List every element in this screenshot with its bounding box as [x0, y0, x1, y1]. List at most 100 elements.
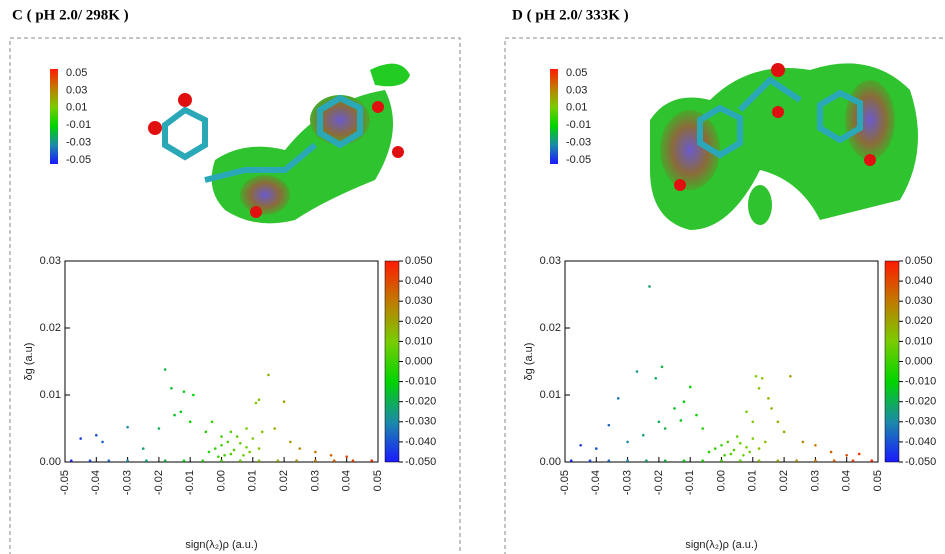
data-point — [254, 401, 258, 405]
legend-tick-label: 0.03 — [566, 84, 587, 96]
data-point — [173, 413, 176, 417]
data-point — [295, 459, 298, 462]
data-point — [707, 450, 711, 454]
data-point — [748, 450, 751, 454]
data-point — [754, 374, 758, 378]
x-tick-label: 0.05 — [372, 470, 384, 491]
data-point — [695, 413, 698, 417]
data-point — [141, 447, 145, 450]
colorbar-tick-label: 0.010 — [905, 335, 933, 347]
data-point — [760, 376, 764, 380]
plot-frame — [64, 260, 379, 463]
x-tick-label: 0.00 — [215, 470, 227, 491]
colorbar-tick-label: 0.050 — [405, 255, 433, 267]
x-tick-label: 0.05 — [872, 470, 884, 491]
data-point — [88, 459, 92, 462]
colorbar-tick-label: 0.030 — [905, 295, 933, 307]
y-tick-label: 0.02 — [40, 322, 61, 334]
data-point — [795, 459, 798, 462]
data-point — [701, 427, 705, 430]
data-point — [182, 459, 186, 462]
data-point — [329, 454, 333, 457]
data-point — [789, 374, 792, 378]
data-point — [257, 459, 261, 462]
data-point — [192, 393, 195, 397]
y-tick-label: 0.01 — [40, 389, 61, 401]
x-tick-label: 0.04 — [341, 470, 353, 491]
data-point — [145, 459, 148, 462]
panel-border — [9, 37, 461, 554]
data-point — [107, 459, 111, 462]
data-point — [832, 459, 836, 462]
legend-tick-label: -0.01 — [566, 119, 591, 131]
data-point — [851, 459, 855, 462]
y-tick-label: 0.00 — [40, 456, 61, 468]
data-point — [179, 410, 183, 414]
x-tick-label: 0.01 — [747, 470, 759, 491]
data-point — [857, 452, 861, 456]
colorbar-tick-label: -0.010 — [905, 376, 936, 388]
colorbar-tick-label: -0.040 — [405, 436, 436, 448]
x-tick-label: 0.04 — [841, 470, 853, 491]
data-point — [126, 425, 129, 429]
data-point — [682, 459, 686, 462]
data-point — [757, 387, 761, 390]
data-point — [282, 400, 286, 404]
data-point — [204, 430, 208, 434]
data-point — [207, 450, 211, 454]
data-point — [595, 447, 598, 450]
data-point — [163, 459, 167, 462]
data-point — [79, 437, 82, 440]
x-tick-label: -0.01 — [184, 470, 196, 495]
legend-tick-label: -0.01 — [66, 119, 91, 131]
legend-colorbar — [50, 69, 58, 164]
x-tick-label: 0.02 — [778, 470, 790, 491]
data-point — [238, 441, 242, 445]
x-tick-label: 0.03 — [309, 470, 321, 491]
data-point — [163, 368, 167, 371]
x-tick-label: -0.05 — [559, 470, 571, 495]
y-axis-label: δg (a.u) — [23, 343, 35, 381]
data-point — [682, 400, 686, 404]
data-point — [217, 455, 220, 458]
data-point — [289, 440, 292, 444]
data-point — [220, 443, 223, 447]
data-point — [729, 452, 733, 456]
data-point — [770, 407, 773, 410]
data-point — [713, 447, 717, 450]
legend-tick-label: -0.05 — [66, 154, 91, 166]
data-point — [663, 427, 667, 430]
data-point — [723, 454, 726, 457]
data-point — [345, 455, 349, 458]
data-point — [251, 437, 255, 440]
data-point — [351, 459, 355, 462]
data-point — [732, 448, 736, 452]
plot-frame — [564, 260, 879, 463]
data-point — [238, 459, 242, 462]
data-point — [745, 445, 748, 449]
data-point — [188, 420, 192, 424]
legend-tick-label: 0.03 — [66, 84, 87, 96]
data-point — [663, 459, 667, 462]
x-tick-label: -0.03 — [622, 470, 634, 495]
data-point — [742, 454, 745, 457]
data-point — [220, 459, 223, 462]
data-point — [229, 430, 233, 434]
data-point — [870, 459, 874, 462]
y-tick-label: 0.01 — [540, 389, 561, 401]
legend-colorbar — [550, 69, 558, 164]
data-point — [370, 459, 374, 462]
data-point — [757, 447, 761, 450]
data-point — [814, 459, 817, 462]
data-point — [720, 459, 723, 462]
y-tick-label: 0.02 — [540, 322, 561, 334]
data-point — [69, 459, 73, 462]
data-point — [616, 397, 620, 400]
data-point — [648, 285, 651, 288]
y-tick-label: 0.03 — [40, 255, 61, 267]
data-point — [635, 370, 639, 373]
panel-title: D ( pH 2.0/ 333K ) — [512, 7, 629, 23]
x-tick-label: -0.05 — [59, 470, 71, 495]
data-point — [757, 459, 761, 462]
